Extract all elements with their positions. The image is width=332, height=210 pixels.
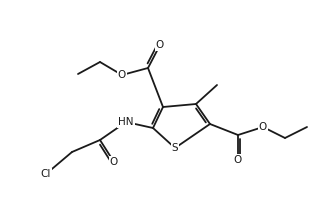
Text: Cl: Cl bbox=[41, 169, 51, 179]
Text: O: O bbox=[234, 155, 242, 165]
Text: O: O bbox=[110, 157, 118, 167]
Text: O: O bbox=[259, 122, 267, 132]
Text: O: O bbox=[156, 40, 164, 50]
Text: O: O bbox=[118, 70, 126, 80]
Text: S: S bbox=[172, 143, 178, 153]
Text: HN: HN bbox=[118, 117, 134, 127]
